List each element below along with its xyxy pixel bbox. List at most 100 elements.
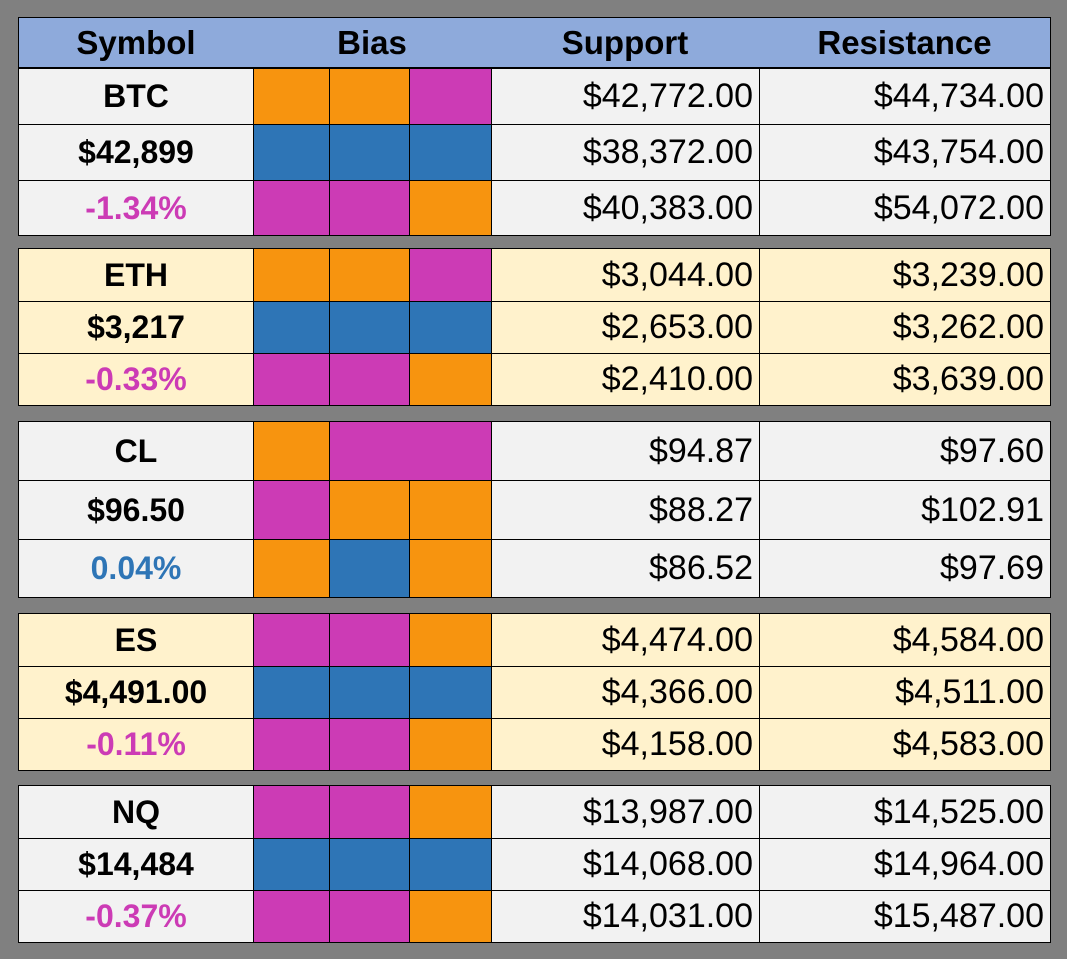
table-row: -1.34% $40,383.00 $54,072.00 [19, 180, 1050, 235]
support-value: $13,987.00 [491, 786, 759, 838]
bias-cell-blue [253, 839, 329, 890]
bias-cell-blue [329, 302, 409, 353]
table-row: $3,217 $2,653.00 $3,262.00 [19, 301, 1050, 353]
symbol-change: 0.04% [90, 550, 182, 586]
symbol-price: $14,484 [78, 846, 194, 882]
symbol-name: CL [114, 432, 158, 469]
resistance-value: $97.60 [759, 422, 1050, 480]
resistance-value: $3,262.00 [759, 302, 1050, 353]
symbol-price: $3,217 [87, 309, 185, 345]
resistance-value: $14,525.00 [759, 786, 1050, 838]
symbol-change: -1.34% [85, 189, 187, 226]
resistance-value: $97.69 [759, 540, 1050, 597]
resistance-value: $3,239.00 [759, 249, 1050, 301]
symbol-block-btc: BTC $42,772.00 $44,734.00 $42,899 $38,372.00… [18, 68, 1051, 236]
bias-cell-blue [253, 125, 329, 180]
support-value: $2,653.00 [491, 302, 759, 353]
table-row: 0.04% $86.52 $97.69 [19, 539, 1050, 597]
support-value: $86.52 [491, 540, 759, 597]
symbol-name: BTC [103, 78, 169, 114]
support-value: $94.87 [491, 422, 759, 480]
support-value: $40,383.00 [491, 181, 759, 235]
support-value: $4,366.00 [491, 667, 759, 718]
bias-cell-magenta [329, 614, 409, 666]
table-row: NQ $13,987.00 $14,525.00 [19, 786, 1050, 838]
symbol-block-es: ES $4,474.00 $4,584.00 $4,491.00 $4,366.00 $4… [18, 613, 1051, 771]
symbol-price: $4,491.00 [64, 674, 208, 710]
bias-cell-blue [409, 667, 491, 718]
bias-cell-orange [253, 422, 329, 480]
bias-cell-blue [253, 667, 329, 718]
bias-cell-orange [409, 719, 491, 770]
support-value: $38,372.00 [491, 125, 759, 180]
header-bias: Bias [337, 24, 407, 61]
table-row: CL $94.87 $97.60 [19, 422, 1050, 480]
bias-cell-orange [409, 614, 491, 666]
header-symbol: Symbol [76, 24, 196, 61]
symbol-change: -0.37% [85, 898, 187, 934]
bias-cell-blue [329, 125, 409, 180]
symbol-block-cl: CL $94.87 $97.60 $96.50 $88.27 $102.91 0.04% $8… [18, 421, 1051, 598]
bias-cell-magenta [253, 181, 329, 235]
bias-cell-magenta [409, 422, 491, 480]
bias-cell-magenta [329, 422, 409, 480]
bias-cell-orange [253, 69, 329, 124]
table-row: $96.50 $88.27 $102.91 [19, 480, 1050, 539]
resistance-value: $4,584.00 [759, 614, 1050, 666]
bias-cell-magenta [253, 354, 329, 405]
bias-cell-blue [409, 839, 491, 890]
table-row: -0.11% $4,158.00 $4,583.00 [19, 718, 1050, 770]
support-value: $14,068.00 [491, 839, 759, 890]
resistance-value: $4,583.00 [759, 719, 1050, 770]
bias-cell-magenta [253, 786, 329, 838]
resistance-value: $54,072.00 [759, 181, 1050, 235]
bias-cell-magenta [409, 69, 491, 124]
table-row: -0.33% $2,410.00 $3,639.00 [19, 353, 1050, 405]
bias-cell-orange [409, 540, 491, 597]
support-value: $88.27 [491, 481, 759, 539]
support-value: $4,474.00 [491, 614, 759, 666]
bias-cell-blue [409, 125, 491, 180]
table-row: ETH $3,044.00 $3,239.00 [19, 249, 1050, 301]
bias-cell-magenta [253, 481, 329, 539]
resistance-value: $4,511.00 [759, 667, 1050, 718]
header-resistance: Resistance [817, 24, 992, 61]
bias-cell-orange [409, 481, 491, 539]
bias-cell-blue [329, 839, 409, 890]
symbol-name: ETH [104, 256, 168, 293]
table-header: Symbol Bias Support Resistance [18, 17, 1051, 68]
support-value: $2,410.00 [491, 354, 759, 405]
symbol-price: $96.50 [87, 491, 185, 528]
bias-cell-orange [409, 181, 491, 235]
bias-cell-orange [253, 249, 329, 301]
symbol-block-eth: ETH $3,044.00 $3,239.00 $3,217 $2,653.00 $3,2… [18, 248, 1051, 406]
table-row: $14,484 $14,068.00 $14,964.00 [19, 838, 1050, 890]
resistance-value: $43,754.00 [759, 125, 1050, 180]
resistance-value: $14,964.00 [759, 839, 1050, 890]
bias-cell-magenta [253, 891, 329, 942]
resistance-value: $44,734.00 [759, 69, 1050, 124]
bias-cell-orange [329, 249, 409, 301]
bias-cell-blue [253, 302, 329, 353]
resistance-value: $102.91 [759, 481, 1050, 539]
support-value: $14,031.00 [491, 891, 759, 942]
symbol-block-nq: NQ $13,987.00 $14,525.00 $14,484 $14,068.00 $… [18, 785, 1051, 943]
bias-cell-magenta [329, 786, 409, 838]
bias-cell-orange [409, 786, 491, 838]
symbol-name: ES [114, 621, 158, 658]
bias-cell-magenta [329, 891, 409, 942]
table-row: $4,491.00 $4,366.00 $4,511.00 [19, 666, 1050, 718]
table-row: BTC $42,772.00 $44,734.00 [19, 69, 1050, 124]
symbol-change: -0.11% [86, 726, 186, 762]
bias-cell-orange [253, 540, 329, 597]
bias-cell-magenta [329, 719, 409, 770]
bias-cell-magenta [329, 354, 409, 405]
support-value: $4,158.00 [491, 719, 759, 770]
table-row: -0.37% $14,031.00 $15,487.00 [19, 890, 1050, 942]
table-row: $42,899 $38,372.00 $43,754.00 [19, 124, 1050, 180]
header-support: Support [561, 24, 689, 61]
support-value: $42,772.00 [491, 69, 759, 124]
bias-cell-magenta [253, 719, 329, 770]
bias-cell-orange [409, 354, 491, 405]
bias-cell-blue [329, 667, 409, 718]
